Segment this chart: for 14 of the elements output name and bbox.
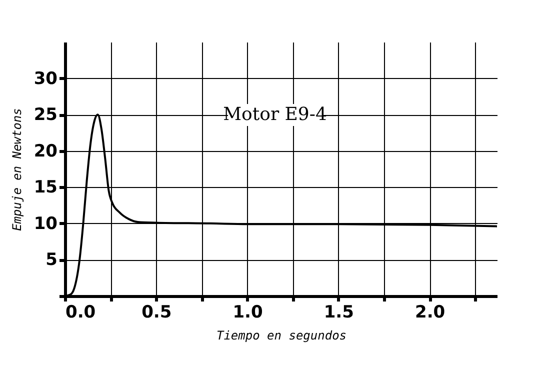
y-tick-label: 15 xyxy=(34,178,58,198)
y-tick-label: 25 xyxy=(34,105,58,126)
y-tick-label: 20 xyxy=(34,141,58,162)
y-tick-label: 5 xyxy=(46,250,58,270)
x-tick-label: 0.0 xyxy=(66,302,96,322)
x-tick-label: 1.5 xyxy=(324,302,354,322)
x-tick-label: 0.5 xyxy=(142,302,172,322)
x-axis-title: Tiempo en segundos xyxy=(216,328,347,342)
x-tick-label: 2.0 xyxy=(414,302,446,322)
annotation: Motor E9-4 xyxy=(223,104,327,125)
x-tick-label: 1.0 xyxy=(232,302,264,322)
y-tick-label: 30 xyxy=(34,68,58,89)
y-axis-title: Empuje en Newtons xyxy=(10,108,24,231)
y-tick-label: 10 xyxy=(34,214,58,234)
